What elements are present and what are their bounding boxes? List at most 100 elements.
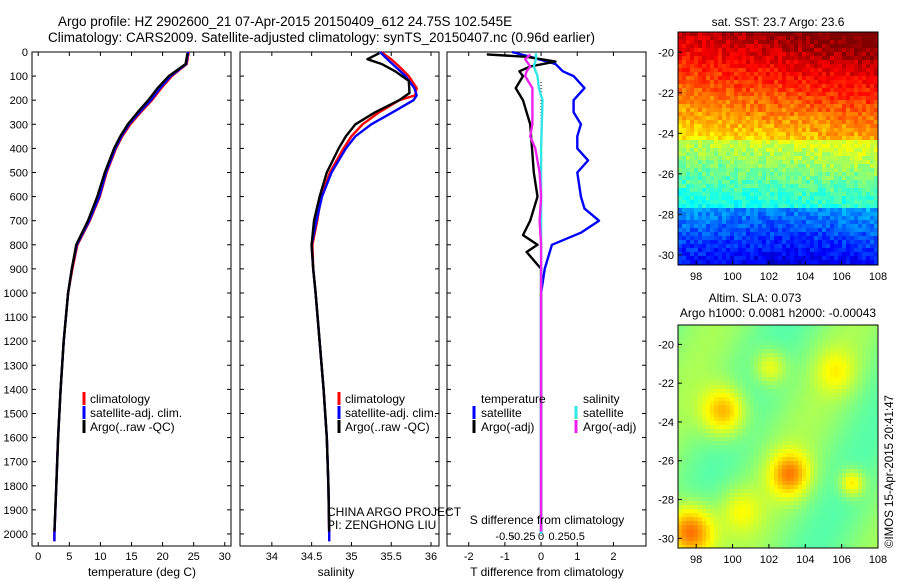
map-cell bbox=[782, 248, 787, 253]
map-cell bbox=[690, 136, 695, 141]
map-cell bbox=[706, 236, 711, 241]
map-cell bbox=[810, 433, 815, 438]
map-cell bbox=[850, 393, 855, 398]
map-cell bbox=[742, 208, 747, 213]
map-cell bbox=[782, 48, 787, 53]
map-cell bbox=[790, 48, 795, 53]
map-cell bbox=[802, 104, 807, 109]
map-cell bbox=[722, 76, 727, 81]
map-cell bbox=[790, 196, 795, 201]
map-cell bbox=[758, 60, 763, 65]
map-cell bbox=[750, 72, 755, 77]
legend-label-t-argo: Argo(-adj) bbox=[481, 420, 534, 434]
map-cell bbox=[818, 172, 823, 177]
map-cell bbox=[862, 84, 867, 89]
map-cell bbox=[814, 132, 819, 137]
map-cell bbox=[742, 132, 747, 137]
map-cell bbox=[722, 220, 727, 225]
map-cell bbox=[730, 445, 735, 450]
map-cell bbox=[874, 180, 878, 185]
map-cell bbox=[710, 184, 715, 189]
map-cell bbox=[678, 116, 683, 121]
map-cell bbox=[778, 192, 783, 197]
map-cell bbox=[822, 176, 827, 181]
map-cell bbox=[870, 148, 875, 153]
map-cell bbox=[802, 385, 807, 390]
map-cell bbox=[770, 172, 775, 177]
map-cell bbox=[794, 180, 799, 185]
map-cell bbox=[702, 40, 707, 45]
map-cell bbox=[706, 32, 711, 37]
map-cell bbox=[802, 453, 807, 458]
map-cell bbox=[830, 208, 835, 213]
map-cell bbox=[750, 120, 755, 125]
map-cell bbox=[714, 92, 719, 97]
map-cell bbox=[798, 88, 803, 93]
map-cell bbox=[694, 461, 699, 466]
map-cell bbox=[678, 333, 683, 338]
map-cell bbox=[814, 108, 819, 113]
map-cell bbox=[830, 156, 835, 161]
map-cell bbox=[762, 397, 767, 402]
map-cell bbox=[774, 413, 779, 418]
map-cell bbox=[734, 84, 739, 89]
map-cell bbox=[710, 381, 715, 386]
map-cell bbox=[866, 409, 871, 414]
map-cell bbox=[714, 417, 719, 422]
map-cell bbox=[726, 84, 731, 89]
map-cell bbox=[858, 160, 863, 165]
map-cell bbox=[762, 361, 767, 366]
map-cell bbox=[686, 60, 691, 65]
map-cell bbox=[718, 208, 723, 213]
map-cell bbox=[702, 329, 707, 334]
map-cell bbox=[830, 441, 835, 446]
map-cell bbox=[678, 256, 683, 261]
map-cell bbox=[870, 240, 875, 245]
map-cell bbox=[846, 100, 851, 105]
map-cell bbox=[698, 244, 703, 249]
map-cell bbox=[850, 64, 855, 69]
map-cell bbox=[790, 116, 795, 121]
map-cell bbox=[826, 369, 831, 374]
map-cell bbox=[702, 449, 707, 454]
map-cell bbox=[826, 373, 831, 378]
map-cell bbox=[762, 172, 767, 177]
map-cell bbox=[762, 369, 767, 374]
map-cell bbox=[686, 256, 691, 261]
map-cell bbox=[682, 216, 687, 221]
map-cell bbox=[778, 224, 783, 229]
map-cell bbox=[730, 168, 735, 173]
map-cell bbox=[850, 164, 855, 169]
map-cell bbox=[746, 461, 751, 466]
map-cell bbox=[774, 124, 779, 129]
map-cell bbox=[786, 88, 791, 93]
map-cell bbox=[874, 333, 878, 338]
map-cell bbox=[770, 76, 775, 81]
map-cell bbox=[738, 373, 743, 378]
map-cell bbox=[822, 40, 827, 45]
map-cell bbox=[766, 437, 771, 442]
map-cell bbox=[758, 417, 763, 422]
map-cell bbox=[714, 68, 719, 73]
map-cell bbox=[798, 104, 803, 109]
map-cell bbox=[806, 405, 811, 410]
map-cell bbox=[846, 212, 851, 217]
map-cell bbox=[762, 116, 767, 121]
map-cell bbox=[750, 68, 755, 73]
map-cell bbox=[814, 453, 819, 458]
map-cell bbox=[802, 445, 807, 450]
map-cell bbox=[782, 349, 787, 354]
map-cell bbox=[822, 236, 827, 241]
map-cell bbox=[686, 357, 691, 362]
map-cell bbox=[834, 325, 839, 330]
map-cell bbox=[834, 220, 839, 225]
map-cell bbox=[682, 116, 687, 121]
map-cell bbox=[682, 208, 687, 213]
map-cell bbox=[846, 128, 851, 133]
map-cell bbox=[810, 357, 815, 362]
map-cell bbox=[790, 112, 795, 117]
map-cell bbox=[690, 216, 695, 221]
map-cell bbox=[806, 76, 811, 81]
map-cell bbox=[706, 381, 711, 386]
map-cell bbox=[738, 224, 743, 229]
